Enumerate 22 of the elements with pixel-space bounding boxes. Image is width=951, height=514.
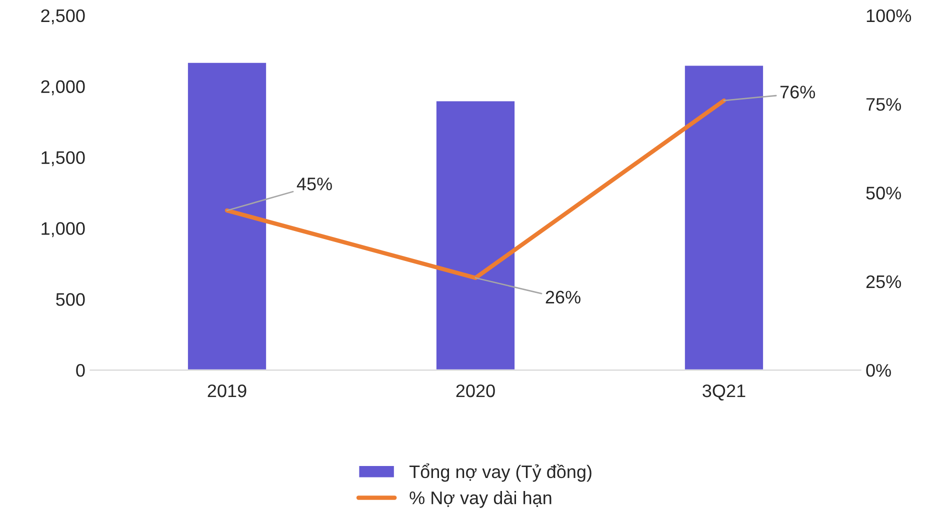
y2-tick-label: 25% [866, 275, 902, 288]
y2-tick-label: 50% [866, 186, 902, 200]
data-label: 76% [780, 86, 816, 98]
bar [684, 64, 764, 370]
y-tick-label: 2,000 [41, 80, 85, 96]
y2-tick-label: 100% [866, 9, 912, 22]
y-tick-label: 2,500 [41, 9, 85, 24]
legend-label: % Nợ vay dài hạn [410, 490, 552, 508]
y2-tick-label: 75% [866, 98, 902, 111]
bar [435, 100, 516, 370]
y2-tick-label: 0% [866, 364, 891, 377]
x-tick-label: 2020 [456, 384, 495, 398]
data-label: 26% [546, 290, 580, 304]
y-tick-label: 0 [76, 364, 85, 377]
legend-label: Tổng nợ vay (Tỷ đồng) [409, 463, 592, 482]
bar [186, 62, 268, 370]
y-tick-label: 500 [56, 293, 85, 306]
x-tick-label: 2019 [208, 384, 246, 398]
y-tick-label: 1,000 [42, 222, 85, 238]
data-label: 45% [296, 178, 332, 190]
y-tick-label: 1,500 [42, 151, 85, 166]
x-tick-label: 3Q21 [702, 384, 746, 400]
